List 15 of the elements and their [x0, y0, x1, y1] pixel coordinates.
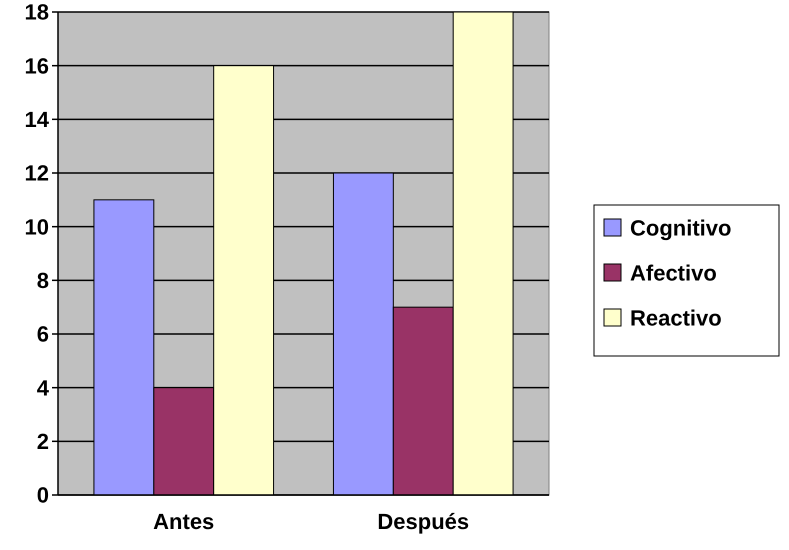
x-tick-label: Después — [377, 509, 470, 534]
y-tick-label: 2 — [36, 429, 49, 454]
legend-label: Reactivo — [630, 306, 722, 331]
y-tick-label: 16 — [24, 53, 49, 78]
y-tick-label: 14 — [24, 107, 50, 132]
y-tick-label: 6 — [36, 322, 49, 347]
y-tick-label: 18 — [24, 0, 49, 25]
y-tick-label: 12 — [24, 160, 49, 186]
y-tick-label: 0 — [36, 482, 49, 508]
legend-label: Cognitivo — [630, 216, 732, 241]
y-tick-label: 8 — [36, 268, 49, 294]
y-tick-label: 10 — [24, 214, 49, 240]
x-tick-label: Antes — [153, 509, 214, 534]
y-tick-label: 4 — [36, 375, 50, 400]
legend-label: Afectivo — [630, 260, 717, 286]
